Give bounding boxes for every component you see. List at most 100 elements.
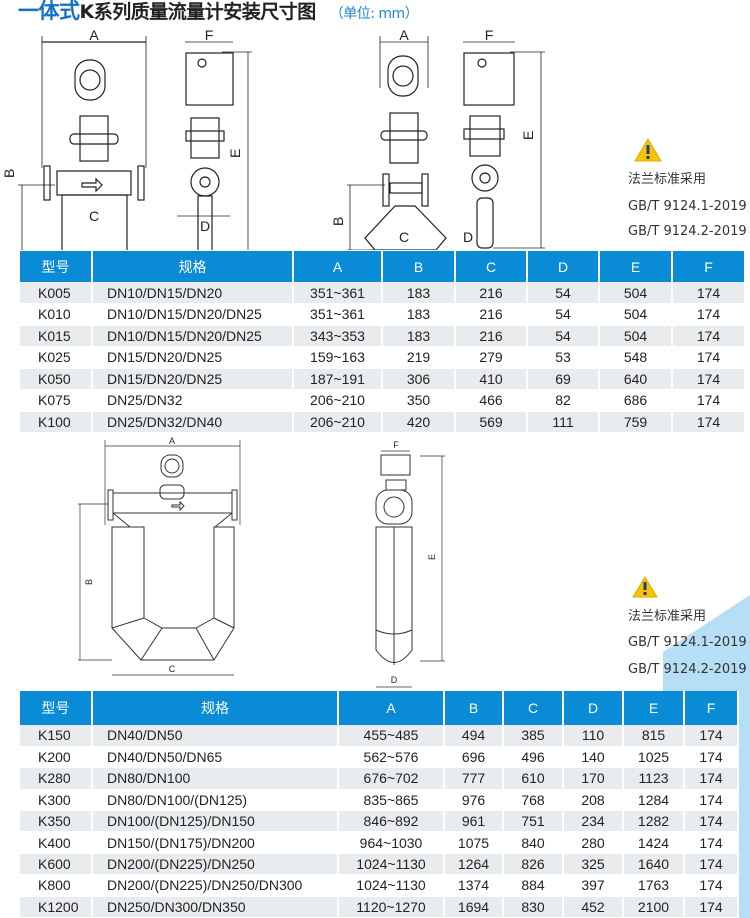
- title-main: K系列质量流量计安装尺寸图: [79, 1, 317, 23]
- cell-b: 494: [444, 725, 504, 747]
- cell-b: 1374: [444, 874, 504, 897]
- cell-d: 111: [527, 411, 600, 433]
- table-row: K280 DN80/DN100 676~702 777 610 170 1123 174: [20, 767, 739, 790]
- cell-d: 280: [563, 831, 624, 854]
- cell-d: 234: [563, 810, 624, 833]
- header-e: E: [623, 691, 685, 725]
- table-row: K025 DN15/DN20/DN25 159~163 219 279 53 548 174: [20, 346, 746, 369]
- front-view-triangle: A B C: [330, 28, 447, 250]
- spec-table-large: 型号 规格 A B C D E F K150 DN40/DN50 455~485 49…: [20, 691, 739, 918]
- cell-f: 174: [672, 389, 746, 412]
- cell-e: 504: [599, 282, 673, 304]
- cell-d: 208: [563, 789, 624, 812]
- cell-b: 183: [382, 303, 456, 326]
- table-row: K005 DN10/DN15/DN20 351~361 183 216 54 504 174: [20, 282, 746, 304]
- cell-e: 1282: [623, 810, 685, 833]
- header-f: F: [684, 691, 739, 725]
- cell-e: 504: [599, 303, 673, 326]
- cell-model: K010: [20, 303, 93, 326]
- cell-f: 174: [684, 746, 739, 769]
- cell-b: 306: [382, 368, 456, 390]
- cell-b: 1075: [444, 831, 504, 854]
- cell-e: 1763: [623, 874, 685, 897]
- cell-b: 976: [444, 789, 504, 812]
- cell-c: 569: [455, 411, 528, 433]
- table-row: K350 DN100/(DN125)/DN150 846~892 961 751 234 1…: [20, 810, 739, 833]
- cell-c: 385: [503, 725, 564, 747]
- header-b: B: [444, 691, 504, 725]
- cell-d: 325: [563, 853, 624, 876]
- header-c: C: [503, 691, 564, 725]
- cell-f: 174: [672, 325, 746, 347]
- cell-spec: DN10/DN15/DN20: [92, 282, 294, 304]
- table-row: K300 DN80/DN100/(DN125) 835~865 976 768 208 12…: [20, 789, 739, 812]
- header-model: 型号: [20, 251, 93, 282]
- side-view-u-tube: F D: [375, 440, 413, 688]
- cell-e: 548: [599, 346, 673, 369]
- cell-model: K400: [20, 831, 93, 854]
- flange-standard-2-1: GB/T 9124.1-2019: [628, 635, 747, 650]
- dim-a-label-2: A: [399, 28, 409, 43]
- dim-f-label-3: F: [393, 440, 399, 450]
- flange-standard-1-2: GB/T 9124.2-2019: [628, 224, 747, 239]
- cell-a: 562~576: [338, 746, 445, 769]
- cell-a: 676~702: [338, 767, 445, 790]
- flange-standard-note-2: 法兰标准采用: [628, 609, 707, 624]
- cell-c: 840: [503, 831, 564, 854]
- cell-f: 174: [672, 282, 746, 304]
- cell-c: 216: [455, 303, 528, 326]
- header-d: D: [527, 251, 600, 282]
- page-title: 一体式K系列质量流量计安装尺寸图 （单位: mm）: [18, 0, 419, 23]
- table-row: K600 DN200/(DN225)/DN250 1024~1130 1264 826 3…: [20, 853, 739, 876]
- dim-c-label-2: C: [399, 229, 409, 245]
- cell-c: 830: [503, 896, 564, 918]
- table-row: K075 DN25/DN32 206~210 350 466 82 686 174: [20, 389, 746, 412]
- cell-b: 183: [382, 325, 456, 347]
- header-b: B: [382, 251, 456, 282]
- header-spec: 规格: [92, 251, 294, 282]
- table-row: K100 DN25/DN32/DN40 206~210 420 569 111 759 174: [20, 411, 746, 433]
- cell-c: 216: [455, 325, 528, 347]
- dim-e-label-3: E: [427, 554, 437, 560]
- cell-c: 610: [503, 767, 564, 790]
- cell-d: 54: [527, 282, 600, 304]
- header-a: A: [338, 691, 445, 725]
- cell-b: 183: [382, 282, 456, 304]
- cell-e: 815: [623, 725, 685, 747]
- flange-standard-1-1: GB/T 9124.1-2019: [628, 199, 747, 214]
- cell-f: 174: [672, 303, 746, 326]
- dim-f-label: F: [205, 28, 214, 43]
- cell-model: K025: [20, 346, 93, 369]
- cell-spec: DN200/(DN225)/DN250/DN300: [92, 874, 339, 897]
- cell-spec: DN80/DN100: [92, 767, 339, 790]
- dim-b-label-2: B: [330, 217, 346, 226]
- table-row: K200 DN40/DN50/DN65 562~576 696 496 140 1025 17…: [20, 746, 739, 769]
- cell-b: 350: [382, 389, 456, 412]
- table-header: 型号 规格 A B C D E F: [20, 691, 739, 725]
- dim-c-label-3: C: [169, 664, 176, 674]
- cell-a: 206~210: [293, 411, 383, 433]
- cell-b: 1694: [444, 896, 504, 918]
- header-spec: 规格: [92, 691, 339, 725]
- cell-spec: DN40/DN50/DN65: [92, 746, 339, 769]
- cell-d: 110: [563, 725, 624, 747]
- side-view-triangle: F E D: [463, 28, 545, 249]
- table-row: K050 DN15/DN20/DN25 187~191 306 410 69 640 174: [20, 368, 746, 390]
- header-model: 型号: [20, 691, 93, 725]
- cell-d: 140: [563, 746, 624, 769]
- cell-e: 1640: [623, 853, 685, 876]
- cell-model: K015: [20, 325, 93, 347]
- cell-c: 216: [455, 282, 528, 304]
- cell-a: 351~361: [293, 303, 383, 326]
- cell-b: 420: [382, 411, 456, 433]
- cell-spec: DN10/DN15/DN20/DN25: [92, 325, 294, 347]
- dim-d-label-2: D: [463, 229, 473, 245]
- cell-model: K050: [20, 368, 93, 390]
- header-d: D: [563, 691, 624, 725]
- cell-model: K600: [20, 853, 93, 876]
- header-c: C: [455, 251, 528, 282]
- cell-spec: DN25/DN32/DN40: [92, 411, 294, 433]
- cell-e: 1123: [623, 767, 685, 790]
- cell-b: 961: [444, 810, 504, 833]
- table-row: K800 DN200/(DN225)/DN250/DN300 1024~1130 13…: [20, 874, 739, 897]
